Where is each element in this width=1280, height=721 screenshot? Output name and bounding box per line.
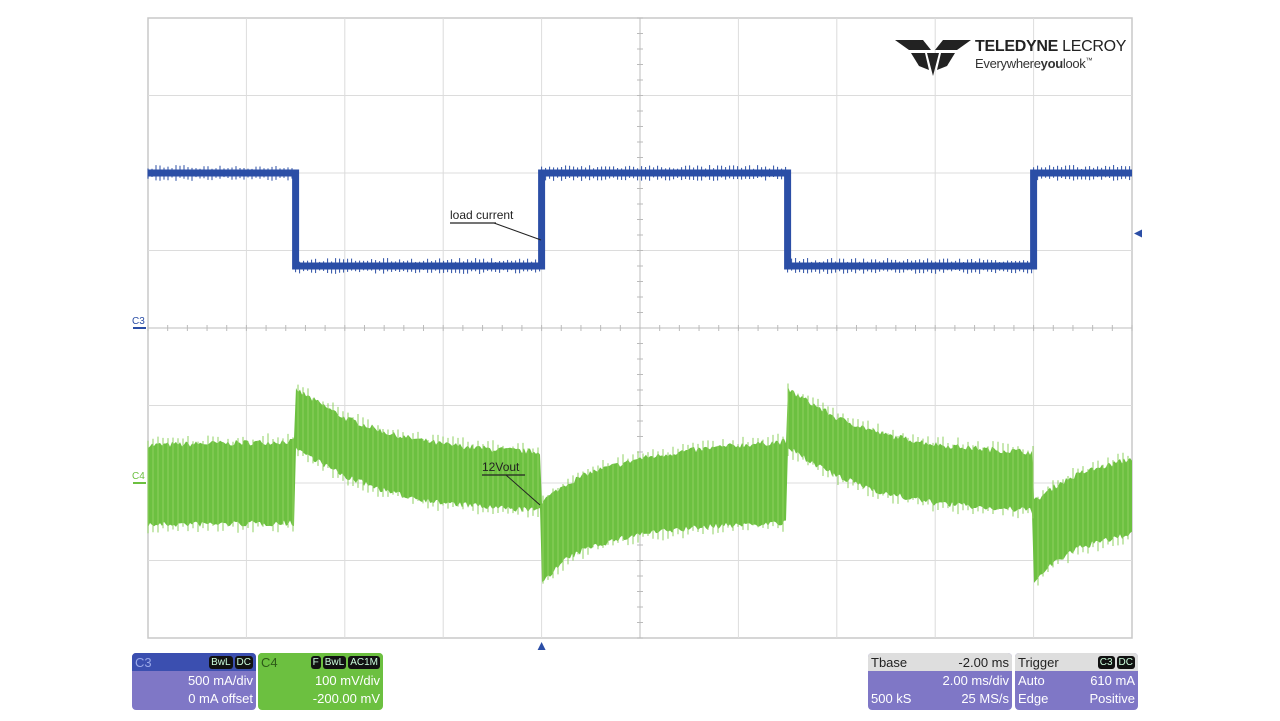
c4-label: C4 [261, 654, 278, 670]
c3-offset: 0 mA offset [188, 690, 253, 706]
timebase-delay: -2.00 ms [958, 654, 1009, 670]
c3-ground-marker-label: C3 [132, 316, 145, 327]
traces [147, 165, 1132, 586]
c4-12vout-trace [148, 386, 1132, 583]
c3-channel-descriptor[interactable]: C3 BwL DC 500 mA/div 0 mA offset [132, 653, 256, 710]
trigger-descriptor[interactable]: Trigger C3 DC Auto 610 mA Edge Positive [1015, 653, 1138, 710]
c3-coupling-tag: DC [234, 655, 253, 669]
load-current-leader [493, 222, 542, 241]
trigger-type: Edge [1018, 690, 1049, 706]
12vout-leader [505, 474, 541, 506]
annotations: load current 12Vout C3 C4 [132, 208, 1142, 650]
trigger-time-marker [537, 642, 546, 650]
c4-offset: -200.00 mV [312, 690, 380, 706]
c4-filter-tag: F [310, 655, 321, 669]
c3-scale: 500 mA/div [187, 672, 253, 688]
c3-bandwidth-tag: BwL [209, 655, 233, 669]
timebase-descriptor[interactable]: Tbase -2.00 ms 2.00 ms/div 500 kS 25 MS/s [868, 653, 1012, 710]
trigger-coupling-tag: DC [1116, 655, 1135, 669]
timebase-label: Tbase [871, 654, 908, 670]
load-current-label: load current [450, 208, 514, 222]
c3-label: C3 [135, 654, 152, 670]
trigger-slope: Positive [1089, 690, 1135, 706]
teledyne-lecroy-logo: TELEDYNE LECROY Everywhereyoulook™ [893, 36, 1126, 81]
c4-bandwidth-tag: BwL [322, 655, 347, 669]
trigger-source-tag: C3 [1097, 655, 1115, 669]
trigger-level-marker [1134, 229, 1142, 238]
logo-mark-icon [895, 40, 971, 76]
c4-scale: 100 mV/div [314, 672, 380, 688]
timebase-scale: 2.00 ms/div [942, 672, 1009, 688]
c4-channel-descriptor[interactable]: C4 F BwL AC1M 100 mV/div -200.00 mV [258, 653, 383, 710]
trigger-mode: Auto [1018, 672, 1045, 688]
timebase-samples: 500 kS [871, 690, 912, 706]
c4-coupling-tag: AC1M [348, 655, 380, 669]
c3-load-current-trace [148, 169, 1132, 270]
grid [147, 17, 1133, 639]
c4-ground-marker-label: C4 [132, 471, 145, 482]
timebase-rate: 25 MS/s [961, 690, 1009, 706]
trigger-label: Trigger [1018, 654, 1059, 670]
12vout-label: 12Vout [482, 460, 520, 474]
trigger-level: 610 mA [1090, 672, 1135, 688]
